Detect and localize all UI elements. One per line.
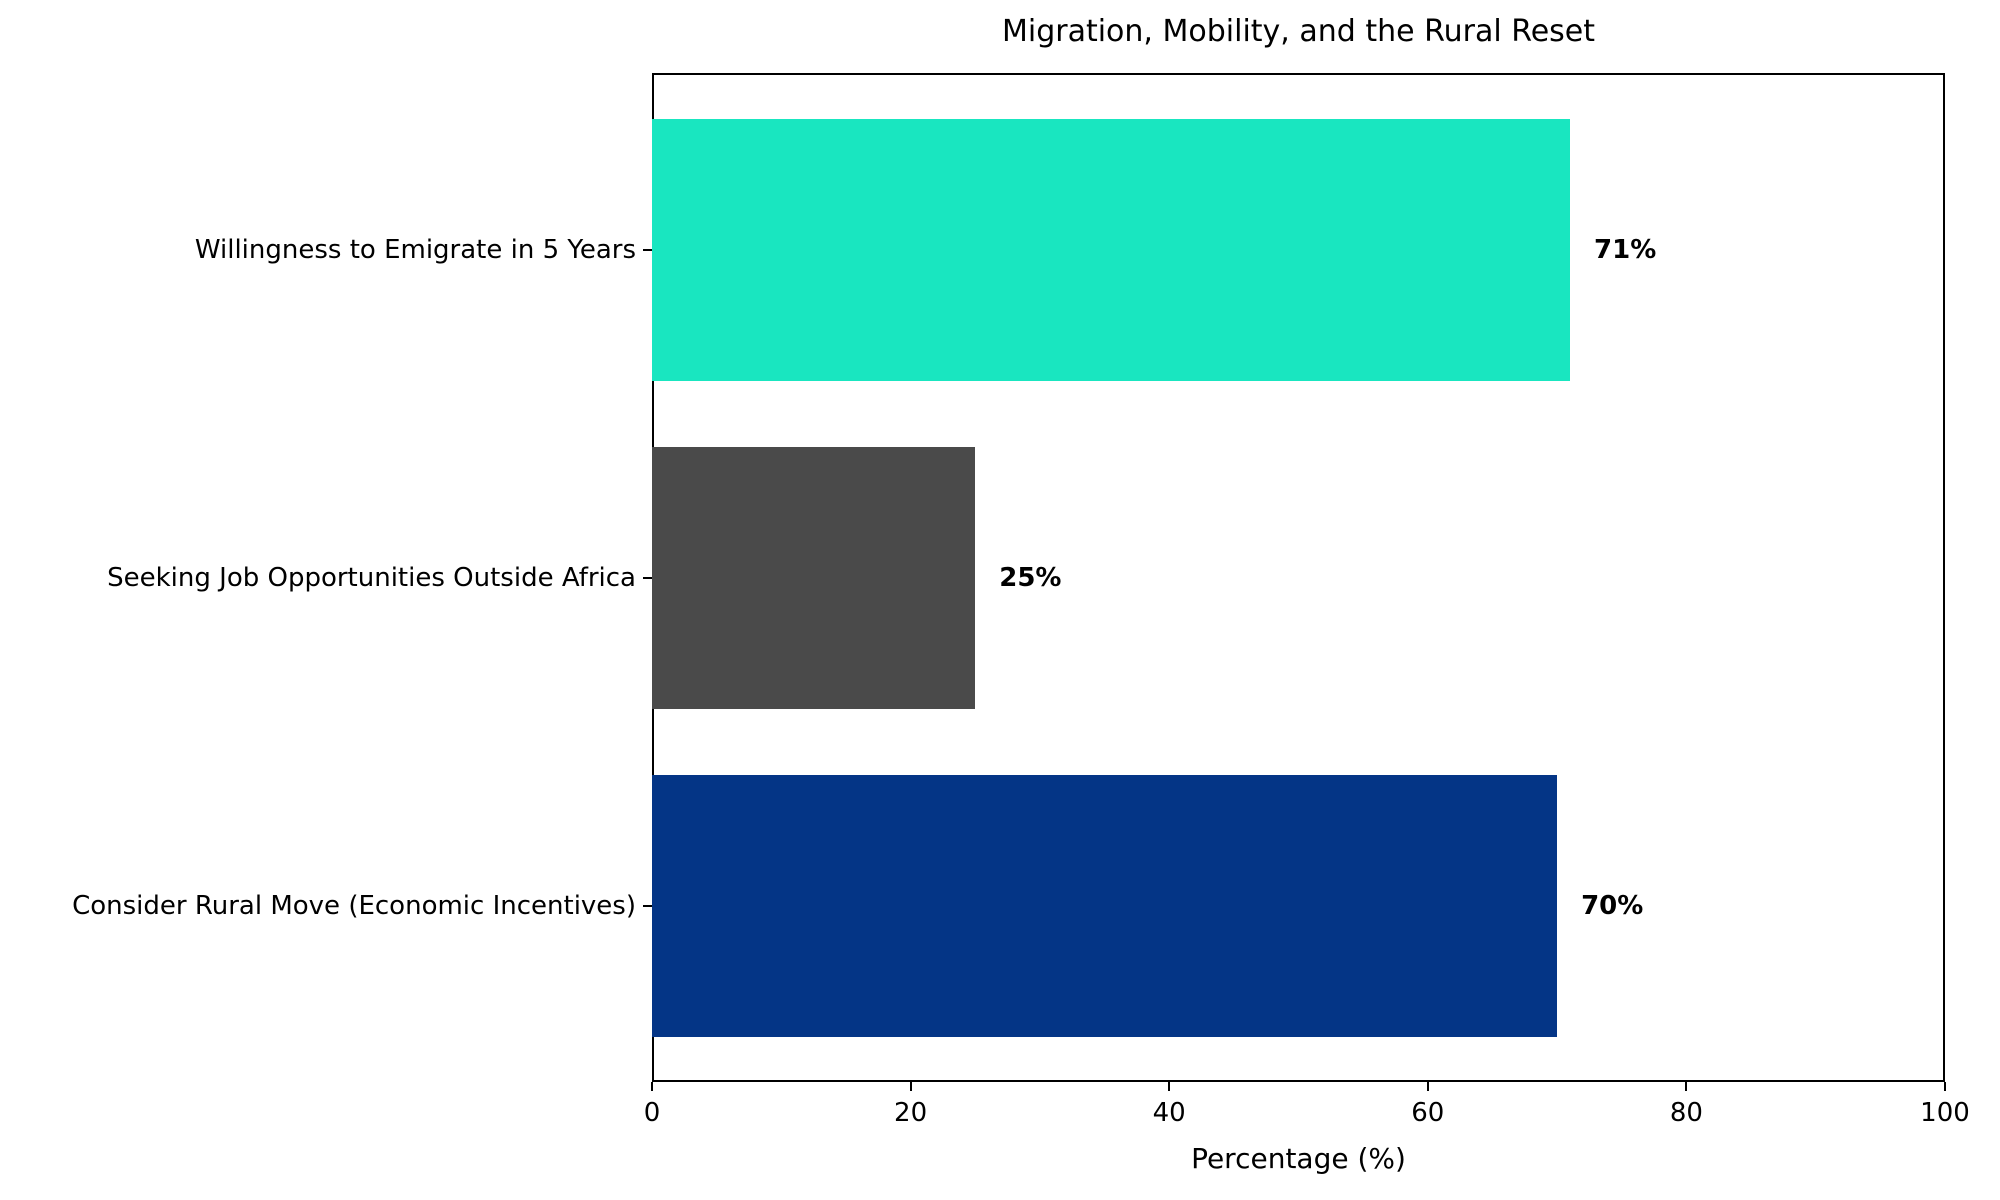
x-tick-mark	[1168, 1082, 1171, 1091]
x-tick-label: 20	[894, 1098, 928, 1128]
x-tick-label: 0	[643, 1098, 661, 1128]
y-tick-mark	[643, 577, 652, 579]
x-tick-label: 100	[1920, 1098, 1970, 1128]
x-tick-label: 40	[1152, 1098, 1186, 1128]
y-tick-mark	[643, 249, 652, 251]
x-tick-label: 60	[1411, 1098, 1445, 1128]
chart-title: Migration, Mobility, and the Rural Reset	[1001, 14, 1596, 49]
bar-seeking-job-outside-africa	[652, 447, 976, 709]
bar-willingness-to-emigrate	[652, 119, 1571, 381]
x-tick-mark	[651, 1082, 653, 1091]
bar-value-label: 70%	[1581, 891, 1644, 921]
bar-value-label: 25%	[999, 563, 1062, 593]
y-axis-category-label: Consider Rural Move (Economic Incentives…	[72, 891, 636, 921]
x-tick-mark	[1685, 1082, 1688, 1091]
bar-value-label: 71%	[1594, 235, 1657, 265]
x-tick-mark	[1426, 1082, 1429, 1091]
x-tick-mark	[1944, 1082, 1946, 1091]
x-tick-label: 80	[1669, 1098, 1703, 1128]
y-axis-category-label: Seeking Job Opportunities Outside Africa	[107, 563, 636, 593]
x-axis-label: Percentage (%)	[1191, 1142, 1406, 1175]
y-tick-mark	[643, 905, 652, 907]
bar-consider-rural-move	[652, 775, 1558, 1037]
x-tick-mark	[909, 1082, 912, 1091]
y-axis-category-label: Willingness to Emigrate in 5 Years	[194, 235, 636, 265]
